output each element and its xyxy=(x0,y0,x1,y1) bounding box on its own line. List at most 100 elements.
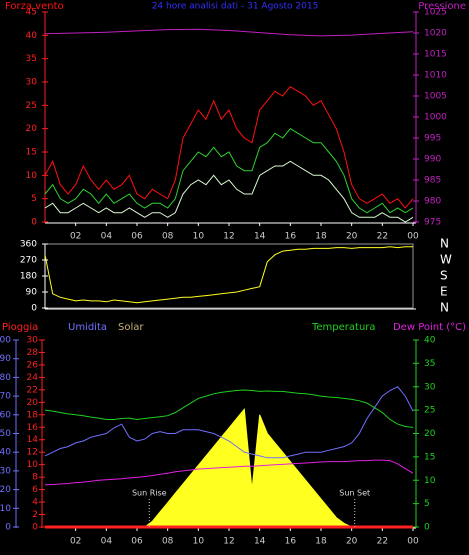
x-tick-label: 00 xyxy=(407,537,419,547)
y3-tick-label: 0 xyxy=(32,523,38,533)
x-tick-label: 12 xyxy=(223,537,234,547)
y2-tick-label: N xyxy=(440,237,449,251)
y-tick-label: 80 xyxy=(0,373,11,383)
y-tick-label: 180 xyxy=(20,272,37,282)
y3-tick-label: 12 xyxy=(27,448,38,458)
y2-tick-label: 990 xyxy=(424,155,441,165)
y2-tick-label: W xyxy=(440,253,452,267)
y-tick-label: 20 xyxy=(0,485,11,495)
x-tick-label: 18 xyxy=(315,232,327,242)
y-tick-label: 270 xyxy=(20,256,37,266)
line xyxy=(44,386,414,459)
y-tick-label: 10 xyxy=(0,504,11,514)
legend-label: Pressione xyxy=(418,1,466,12)
y2-tick-label: 40 xyxy=(424,336,436,346)
y-tick-label: 0 xyxy=(31,218,37,228)
x-tick-label: 10 xyxy=(193,232,205,242)
annotation: Sun Rise xyxy=(132,489,167,498)
line xyxy=(44,86,414,209)
y2-tick-label: 1025 xyxy=(424,8,447,18)
y2-tick-label: 20 xyxy=(424,429,436,439)
x-tick-label: 06 xyxy=(131,537,143,547)
y-tick-label: 0 xyxy=(31,304,37,314)
y2-tick-label: 35 xyxy=(424,359,435,369)
y2-tick-label: 1020 xyxy=(424,29,447,39)
x-tick-label: 16 xyxy=(285,232,297,242)
y-tick-label: 5 xyxy=(31,194,37,204)
y2-tick-label: 5 xyxy=(424,499,430,509)
x-tick-label: 20 xyxy=(346,232,358,242)
x-tick-label: 18 xyxy=(315,537,327,547)
x-tick-label: 08 xyxy=(162,232,174,242)
y-tick-label: 60 xyxy=(0,410,11,420)
y2-tick-label: 995 xyxy=(424,134,441,144)
y-tick-label: 40 xyxy=(26,31,38,41)
area xyxy=(45,407,413,528)
y-tick-label: 30 xyxy=(0,466,11,476)
panel-frame xyxy=(44,243,414,309)
y2-tick-label: 1010 xyxy=(424,71,447,81)
y-tick-label: 45 xyxy=(26,8,37,18)
y2-tick-label: 10 xyxy=(424,476,436,486)
x-tick-label: 14 xyxy=(254,232,266,242)
x-tick-label: 02 xyxy=(70,232,81,242)
chart-title: 24 hore analisi dati - 31 Agosto 2015 xyxy=(152,2,319,12)
y3-tick-label: 14 xyxy=(27,435,39,445)
y2-tick-label: 0 xyxy=(424,523,430,533)
x-tick-label: 20 xyxy=(346,537,358,547)
y2-tick-label: 25 xyxy=(424,406,435,416)
y2-tick-label: 15 xyxy=(424,452,435,462)
y2-tick-label: 1000 xyxy=(424,113,447,123)
x-tick-label: 00 xyxy=(407,232,419,242)
y-tick-label: 70 xyxy=(0,392,11,402)
y-tick-label: 40 xyxy=(0,448,11,458)
y-tick-label: 100 xyxy=(0,336,11,346)
y-tick-label: 30 xyxy=(26,78,38,88)
x-tick-label: 12 xyxy=(223,232,234,242)
line xyxy=(44,160,414,223)
y2-tick-label: E xyxy=(440,285,448,299)
y-tick-label: 360 xyxy=(20,240,37,250)
y2-tick-label: 985 xyxy=(424,176,441,186)
y-tick-label: 15 xyxy=(26,148,37,158)
y2-tick-label: 1005 xyxy=(424,92,447,102)
y3-tick-label: 30 xyxy=(27,336,39,346)
y-tick-label: 20 xyxy=(26,124,38,134)
y2-tick-label: 980 xyxy=(424,197,441,207)
x-tick-label: 04 xyxy=(101,232,113,242)
line xyxy=(44,128,414,214)
legend-label: Umidita xyxy=(68,322,107,333)
y3-tick-label: 28 xyxy=(27,348,39,358)
y3-tick-label: 16 xyxy=(27,423,39,433)
y-tick-label: 35 xyxy=(26,54,37,64)
x-tick-label: 14 xyxy=(254,537,266,547)
y3-tick-label: 6 xyxy=(32,485,38,495)
x-tick-label: 16 xyxy=(285,537,297,547)
y3-tick-label: 20 xyxy=(27,398,39,408)
legend-label: Pioggia xyxy=(2,322,38,333)
y2-tick-label: 975 xyxy=(424,218,441,228)
y3-tick-label: 2 xyxy=(32,510,38,520)
annotation: Sun Set xyxy=(339,489,370,498)
x-tick-label: 08 xyxy=(162,537,174,547)
line xyxy=(44,246,413,304)
y2-tick-label: S xyxy=(440,269,448,283)
x-tick-label: 02 xyxy=(70,537,81,547)
legend-label: Forza vento xyxy=(5,1,64,12)
y-tick-label: 50 xyxy=(0,429,11,439)
legend-label: Dew Point (°C) xyxy=(393,322,466,333)
y2-tick-label: N xyxy=(440,301,449,315)
y-tick-label: 25 xyxy=(26,101,37,111)
x-tick-label: 22 xyxy=(377,232,388,242)
y-tick-label: 90 xyxy=(0,354,11,364)
y2-tick-label: 30 xyxy=(424,382,436,392)
x-tick-label: 10 xyxy=(193,537,205,547)
x-tick-label: 04 xyxy=(101,537,113,547)
y3-tick-label: 10 xyxy=(27,460,39,470)
x-tick-label: 06 xyxy=(131,232,143,242)
line xyxy=(44,459,414,486)
y-tick-label: 90 xyxy=(26,288,38,298)
y-tick-label: 0 xyxy=(5,523,11,533)
